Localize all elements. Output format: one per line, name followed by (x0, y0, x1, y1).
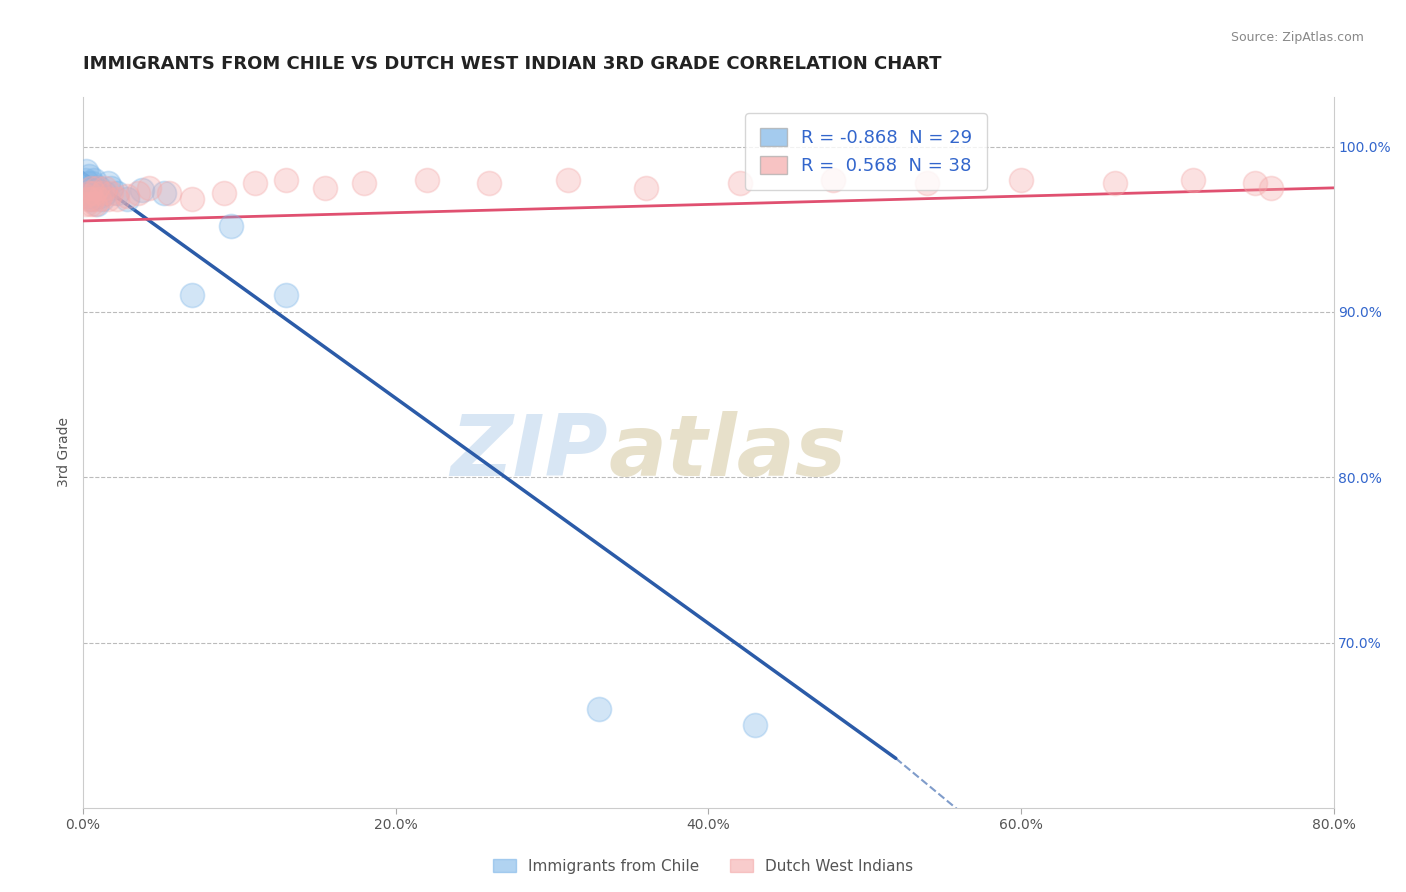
Point (416, 172, 439, 186)
Point (131, 182, 153, 196)
Point (82, 193, 104, 207)
Point (82, 186, 104, 200)
Point (80, 197, 103, 211)
Point (77, 169, 100, 184)
Point (89, 189, 111, 203)
Point (314, 181, 336, 195)
Point (557, 172, 579, 186)
Point (127, 186, 149, 200)
Point (76, 176, 98, 190)
Y-axis label: 3rd Grade: 3rd Grade (58, 417, 72, 487)
Legend: R = -0.868  N = 29, R =  0.568  N = 38: R = -0.868 N = 29, R = 0.568 N = 38 (745, 113, 987, 190)
Point (94, 181, 117, 195)
Point (100, 186, 122, 200)
Point (75, 164, 97, 178)
Point (105, 193, 128, 207)
Point (76, 193, 98, 207)
Point (87, 181, 110, 195)
Point (181, 288, 204, 302)
Point (1260, 181, 1282, 195)
Text: ZIP: ZIP (450, 411, 609, 494)
Point (105, 186, 128, 200)
Point (588, 702, 610, 716)
Point (84, 182, 107, 196)
Point (478, 176, 501, 190)
Point (138, 181, 160, 195)
Point (100, 181, 122, 195)
Point (77, 186, 100, 200)
Point (84, 197, 107, 211)
Point (1104, 176, 1126, 190)
Point (73, 189, 96, 203)
Text: Source: ZipAtlas.com: Source: ZipAtlas.com (1230, 31, 1364, 45)
Point (212, 186, 235, 200)
Point (915, 176, 938, 190)
Point (634, 181, 657, 195)
Point (181, 193, 204, 207)
Point (90, 186, 112, 200)
Point (87, 193, 110, 207)
Point (75, 181, 97, 195)
Text: atlas: atlas (609, 411, 846, 494)
Text: IMMIGRANTS FROM CHILE VS DUTCH WEST INDIAN 3RD GRADE CORRELATION CHART: IMMIGRANTS FROM CHILE VS DUTCH WEST INDI… (83, 55, 942, 73)
Point (157, 186, 180, 200)
Point (115, 189, 138, 203)
Point (73, 172, 96, 186)
Point (80, 181, 103, 195)
Point (728, 176, 751, 190)
Point (243, 176, 266, 190)
Legend: Immigrants from Chile, Dutch West Indians: Immigrants from Chile, Dutch West Indian… (486, 853, 920, 880)
Point (823, 172, 845, 186)
Point (221, 219, 243, 233)
Point (1181, 172, 1204, 186)
Point (80, 193, 103, 207)
Point (153, 186, 176, 200)
Point (90, 193, 112, 207)
Point (77, 189, 100, 203)
Point (83, 172, 105, 186)
Point (86, 181, 108, 195)
Point (75, 197, 97, 211)
Point (82, 176, 104, 190)
Point (83, 186, 105, 200)
Point (1010, 172, 1032, 186)
Point (80, 181, 103, 195)
Point (97, 193, 120, 207)
Point (1244, 176, 1267, 190)
Point (97, 176, 120, 190)
Point (94, 186, 117, 200)
Point (76, 186, 98, 200)
Point (86, 197, 108, 211)
Point (744, 718, 766, 732)
Point (276, 172, 298, 186)
Point (353, 176, 375, 190)
Point (276, 288, 298, 302)
Point (115, 193, 138, 207)
